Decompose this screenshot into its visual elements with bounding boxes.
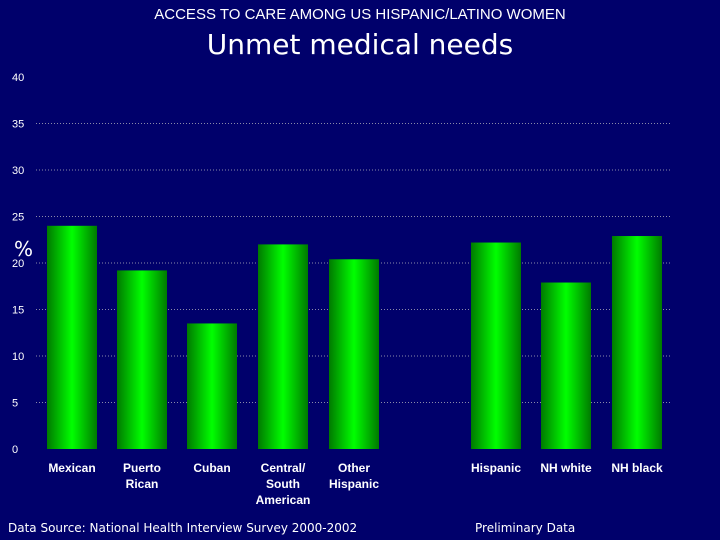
bar-mexican	[47, 225, 97, 449]
x-tick-label: Cuban	[193, 461, 230, 475]
x-axis-labels: Mexican Puerto Rican Cuban Central/South Amer…	[48, 461, 663, 507]
x-tick-label: Hispanic	[329, 477, 379, 491]
x-tick-label: Other	[338, 461, 370, 475]
x-tick-label: Mexican	[48, 461, 95, 475]
y-axis-label: %	[14, 237, 34, 261]
x-tick-label: South	[266, 477, 300, 491]
bar-nhwhite	[541, 282, 591, 449]
x-tick-label: Central/	[261, 461, 306, 475]
y-tick-label: 5	[12, 398, 18, 410]
bar-other-hispanic	[329, 259, 379, 449]
x-tick-label: NH white	[540, 461, 592, 475]
data-source-note: Data Source: National Health Interview S…	[8, 521, 358, 535]
bar-nhblack	[612, 236, 662, 449]
y-tick-label: 15	[12, 305, 24, 317]
bar-puerto-rican	[117, 270, 167, 449]
x-tick-label: NH black	[611, 461, 663, 475]
bar-cuban	[187, 323, 237, 449]
bar-central-south-american	[258, 244, 308, 449]
y-tick-label: 10	[12, 351, 24, 363]
bar-hispanic	[471, 242, 521, 449]
y-tick-label: 35	[12, 119, 24, 131]
chart-title: Unmet medical needs	[206, 28, 514, 61]
y-tick-label: 30	[12, 165, 24, 177]
y-axis-ticks: 0 5 10 15 20 25 30 35 40	[12, 72, 24, 456]
y-tick-label: 40	[12, 72, 24, 84]
chart-supertitle: ACCESS TO CARE AMONG US HISPANIC/LATINO …	[154, 6, 566, 23]
y-tick-label: 20	[12, 258, 24, 270]
x-tick-label: American	[256, 493, 311, 507]
x-tick-label: Puerto	[123, 461, 161, 475]
y-tick-label: 25	[12, 212, 24, 224]
preliminary-data-note: Preliminary Data	[475, 521, 576, 535]
x-tick-label: Rican	[126, 477, 159, 491]
x-tick-label: Hispanic	[471, 461, 521, 475]
bars	[47, 225, 662, 449]
y-tick-label: 0	[12, 444, 18, 456]
